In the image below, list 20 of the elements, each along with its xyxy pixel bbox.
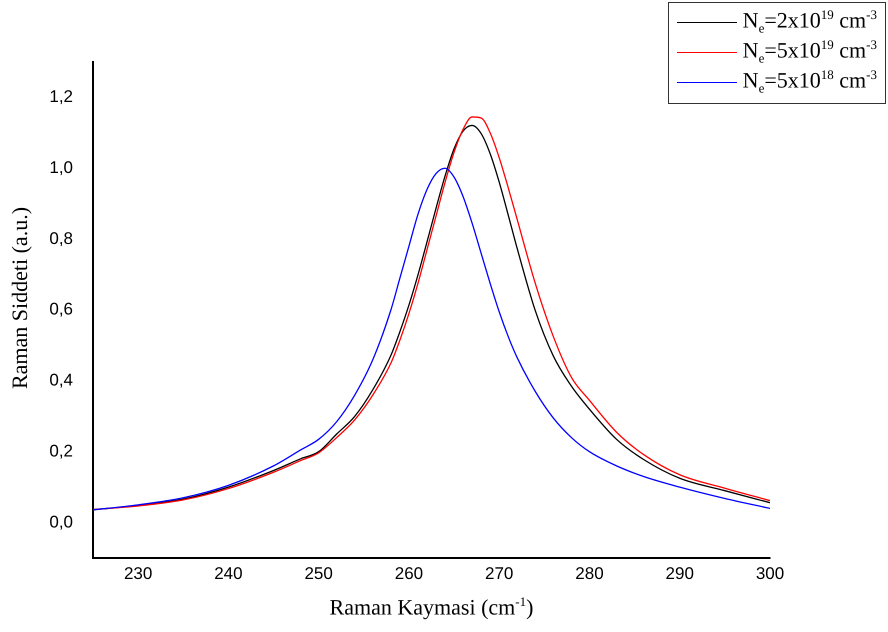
y-axis-title: Raman Siddeti (a.u.) (7, 206, 33, 392)
x-tick-label: 280 (575, 564, 604, 583)
y-tick-label: 0,6 (49, 300, 73, 319)
legend-label: N$_{e}$=5x10$^{18}$ cm$^{-3}$ (742, 67, 877, 97)
legend-label: N$_{e}$=5x10$^{19}$ cm$^{-3}$ (742, 37, 877, 67)
x-tick-label: 260 (394, 564, 424, 583)
y-tick-label: 0,4 (49, 370, 73, 390)
y-tick-label: 1,0 (49, 158, 73, 177)
y-tick-label: 0,8 (49, 228, 73, 248)
y-tick-label: 1,2 (49, 87, 73, 106)
x-tick-label: 230 (124, 564, 152, 583)
x-tick-label: 270 (485, 564, 514, 583)
x-tick-label: 240 (214, 564, 243, 583)
y-tick-label: 0,2 (49, 441, 73, 460)
x-tick-label: 250 (304, 564, 333, 583)
legend-label: N$_{e}$=2x10$^{19}$ cm$^{-3}$ (742, 7, 877, 37)
x-axis-title: Raman Kaymasi (cm$^{-1}$) (328, 594, 534, 620)
x-tick-label: 290 (666, 564, 694, 583)
y-tick-label: 0,0 (49, 512, 73, 532)
x-tick-label: 300 (756, 564, 784, 583)
